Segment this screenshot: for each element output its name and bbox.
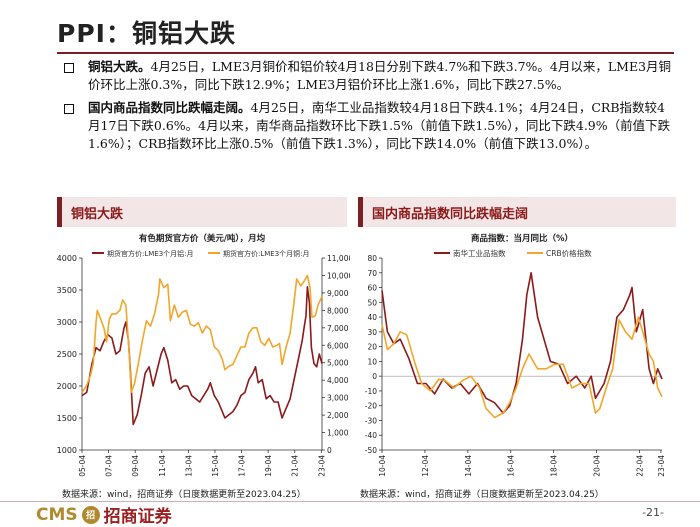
x-tick-label: 12-04 <box>421 455 430 477</box>
y-tick-label: 30 <box>367 328 377 337</box>
y-tick-label-right: 10,000 <box>327 271 350 280</box>
y-tick-label: 0 <box>372 372 377 381</box>
y-tick-label: 70 <box>367 269 377 278</box>
x-tick-label: 10-04 <box>378 455 387 477</box>
logo-text: CMS <box>36 504 78 525</box>
y-tick-label: -50 <box>365 446 377 455</box>
legend-label-aluminum: 期货官方价:LME3个月铝:月 <box>107 249 194 258</box>
y-tick-label: 40 <box>367 313 377 322</box>
legend-label-crb: CRB价格指数 <box>546 248 592 258</box>
right-source-note: 数据来源：wind，招商证券（日度数据更新至2023.04.25） <box>360 490 604 500</box>
y-tick-label-right: 5,000 <box>327 359 349 368</box>
y-tick-label-right: 6,000 <box>327 341 349 350</box>
y-tick-label-right: 0 <box>327 446 332 455</box>
y-tick-label-right: 7,000 <box>327 324 349 333</box>
x-tick-label: 23-04 <box>317 455 326 477</box>
y-tick-label: -20 <box>365 402 377 411</box>
y-tick-label-right: 9,000 <box>327 289 349 298</box>
y-tick-label-left: 1000 <box>57 446 77 455</box>
chart-title: 有色期货官方价（美元/吨），月均 <box>139 233 266 244</box>
x-tick-label: 19-04 <box>264 455 273 477</box>
bullet-copper-aluminum: 铜铝大跌。4月25日，LME3月铜价和铝价较4月18日分别下跌4.7%和下跌3.… <box>64 58 674 94</box>
y-tick-label: 60 <box>367 284 377 293</box>
x-tick-label: 07-04 <box>105 455 114 477</box>
cms-logo: CMS 招 招商证券 <box>36 502 172 527</box>
heading-accent-bar <box>358 197 363 227</box>
y-tick-label-right: 4,000 <box>327 376 349 385</box>
y-tick-label: 10 <box>367 357 377 366</box>
y-tick-label-left: 1500 <box>57 414 77 423</box>
x-tick-label: 09-04 <box>131 455 140 477</box>
bullet-list: 铜铝大跌。4月25日，LME3月铜价和铝价较4月18日分别下跌4.7%和下跌3.… <box>64 58 674 158</box>
y-tick-label-right: 8,000 <box>327 306 349 315</box>
x-tick-label: 22-04 <box>635 455 644 477</box>
x-tick-label: 21-04 <box>291 455 300 477</box>
footer-divider <box>0 501 700 502</box>
x-tick-label: 14-04 <box>464 455 473 477</box>
legend-label-copper: 期货官方价:LME3个月铜:月 <box>223 249 310 258</box>
chart-title: 商品指数：当月同比（%） <box>471 233 573 244</box>
logo-badge-icon: 招 <box>81 505 100 524</box>
square-bullet-icon <box>64 104 74 114</box>
page-title: PPI：铜铝大跌 <box>57 19 236 48</box>
y-tick-label: 80 <box>367 254 377 263</box>
series-line-aluminum <box>81 286 323 426</box>
y-tick-label-left: 2500 <box>57 350 77 359</box>
bullet-text: 4月25日，LME3月铜价和铝价较4月18日分别下跌4.7%和下跌3.7%。4月… <box>88 59 672 92</box>
x-tick-label: 17-04 <box>238 455 247 477</box>
page-number: -21- <box>642 506 664 519</box>
y-tick-label: -30 <box>365 416 377 425</box>
y-tick-label-left: 3500 <box>57 286 77 295</box>
title-divider <box>57 52 674 54</box>
left-panel-title: 铜铝大跌 <box>71 207 124 222</box>
y-tick-label-left: 2000 <box>57 382 77 391</box>
x-tick-label: 15-04 <box>211 455 220 477</box>
y-tick-label-right: 2,000 <box>327 411 349 420</box>
y-tick-label-right: 11,000 <box>327 254 350 263</box>
y-tick-label: 20 <box>367 343 377 352</box>
bullet-lead: 国内商品指数同比跌幅走阔。 <box>88 100 251 115</box>
series-line-crb <box>381 316 663 419</box>
y-tick-label-left: 3000 <box>57 318 77 327</box>
series-line-nanhua <box>381 272 663 414</box>
y-tick-label: 50 <box>367 298 377 307</box>
x-tick-label: 16-04 <box>507 455 516 477</box>
logo-cn-text: 招商证券 <box>103 507 172 527</box>
y-tick-label: -10 <box>365 387 377 396</box>
right-panel-title: 国内商品指数同比跌幅走阔 <box>372 207 529 222</box>
series-line-copper <box>81 274 323 394</box>
x-tick-label: 13-04 <box>184 455 193 477</box>
x-tick-label: 23-04 <box>657 455 666 477</box>
y-tick-label-right: 1,000 <box>327 429 349 438</box>
x-tick-label: 11-04 <box>158 455 167 477</box>
commodity-index-chart: 商品指数：当月同比（%） 南华工业品指数 CRB价格指数 -50 -40 -30 -20 -1… <box>365 233 666 477</box>
bullet-lead: 铜铝大跌。 <box>88 59 151 74</box>
y-tick-label: -40 <box>365 431 377 440</box>
heading-accent-bar <box>57 197 62 227</box>
right-panel-heading: 国内商品指数同比跌幅走阔 <box>358 197 676 227</box>
x-tick-label: 20-04 <box>593 455 602 477</box>
left-source-note: 数据来源：wind，招商证券（日度数据更新至2023.04.25） <box>62 490 306 500</box>
x-tick-label: 05-04 <box>78 455 87 477</box>
bullet-commodity-index: 国内商品指数同比跌幅走阔。4月25日，南华工业品指数较4月18日下跌4.1%；4… <box>64 99 674 153</box>
x-tick-label: 18-04 <box>550 455 559 477</box>
square-bullet-icon <box>64 63 74 73</box>
y-tick-label-left: 4000 <box>57 254 77 263</box>
bullet-text: 4月25日，南华工业品指数较4月18日下跌4.1%；4月24日，CRB指数较4月… <box>88 100 671 151</box>
y-tick-label-right: 3,000 <box>327 394 349 403</box>
legend-label-nanhua: 南华工业品指数 <box>453 248 506 258</box>
left-panel-heading: 铜铝大跌 <box>57 197 347 227</box>
